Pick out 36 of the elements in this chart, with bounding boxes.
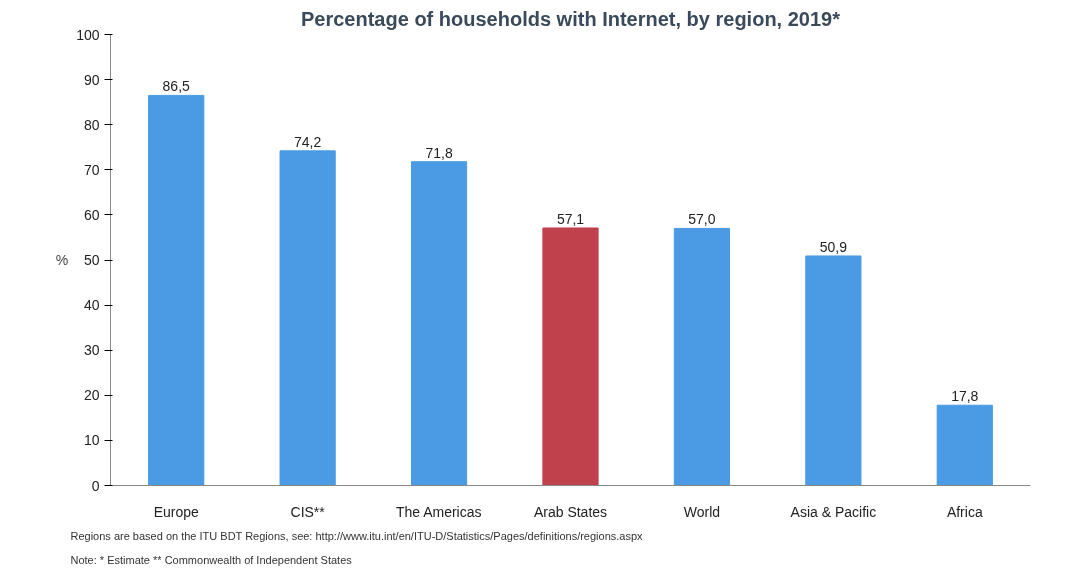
data-label: 57,0	[688, 211, 716, 228]
text: Note: * Estimate ** Commonwealth of Independent States	[70, 553, 353, 566]
bar	[936, 404, 993, 486]
data-label: 57,1	[556, 210, 585, 227]
y-tick-label: 30	[83, 342, 100, 359]
bar	[805, 255, 862, 486]
x-tick-label: World	[683, 503, 721, 520]
data-label: 50,9	[819, 238, 848, 255]
data-label: 86,5	[162, 78, 191, 95]
bar	[410, 161, 468, 486]
data-label: 71,8	[425, 144, 453, 161]
y-tick-label: 40	[83, 297, 100, 314]
data-label: 74,2	[294, 133, 322, 150]
x-tick-label: CIS**	[290, 503, 326, 520]
x-tick-label: Africa	[946, 503, 983, 520]
y-tick-label: 10	[83, 432, 100, 449]
x-tick-label: Europe	[153, 503, 199, 520]
y-axis-title: %	[55, 252, 69, 268]
y-tick-label: 60	[83, 206, 100, 223]
data-label: 17,8	[951, 388, 979, 405]
chart-title: Percentage of households with Internet, by region, 2019*	[301, 7, 841, 30]
x-tick-label: Arab States	[533, 503, 608, 520]
bar	[673, 227, 731, 486]
y-tick-label: 80	[83, 116, 100, 133]
bar	[542, 227, 599, 486]
x-tick-label: The Americas	[395, 503, 482, 520]
y-tick-label: 90	[83, 71, 100, 88]
y-tick-label: 20	[83, 387, 100, 404]
text: Regions are based on the ITU BDT Regions, see: http://www.itu.int/en/ITU-D/Statistics/Pages/definitions/regions.aspx	[70, 529, 644, 542]
y-tick-label: 70	[83, 161, 100, 178]
bar	[279, 150, 336, 486]
bar	[148, 94, 205, 486]
y-tick-label: 50	[83, 252, 100, 268]
y-tick-label: 100	[76, 26, 100, 43]
x-tick-label: Asia & Pacific	[790, 503, 877, 520]
y-tick-label: 0	[91, 477, 100, 494]
